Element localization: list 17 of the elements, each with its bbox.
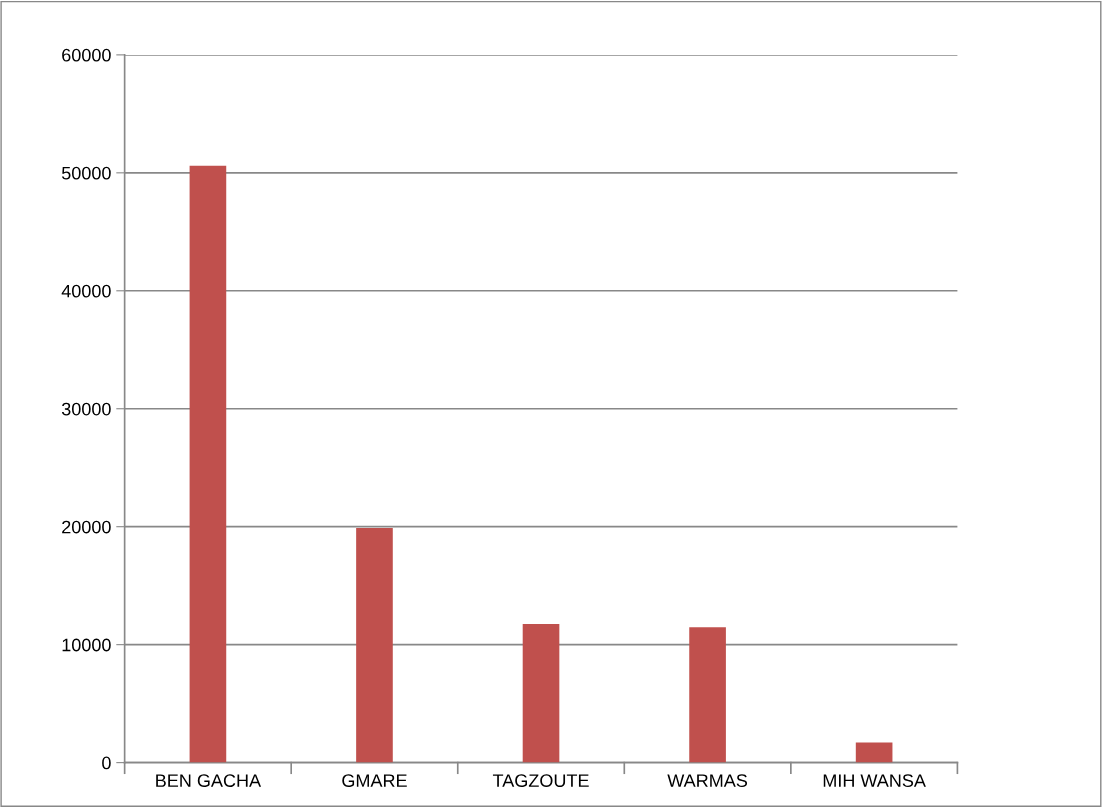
x-tick-label: GMARE xyxy=(342,774,407,787)
x-tick-label: WARMAS xyxy=(667,774,748,787)
y-tick-label: 50000 xyxy=(61,166,111,180)
x-tick-label: TAGZOUTE xyxy=(492,774,589,787)
y-tick-label: 10000 xyxy=(62,638,111,652)
x-tick-label: BEN GACHA xyxy=(156,774,262,787)
x-tick-label: MIH WANSA xyxy=(823,774,926,787)
bar xyxy=(356,527,393,763)
y-tick-label: 60000 xyxy=(62,48,111,62)
y-tick-label: 40000 xyxy=(61,284,111,298)
bar xyxy=(522,624,560,763)
bar xyxy=(189,165,227,763)
bar xyxy=(689,627,726,763)
y-tick-label: 20000 xyxy=(62,520,111,534)
y-tick-label: 30000 xyxy=(61,402,111,416)
y-tick-label: 0 xyxy=(102,756,111,770)
bar xyxy=(855,742,893,763)
